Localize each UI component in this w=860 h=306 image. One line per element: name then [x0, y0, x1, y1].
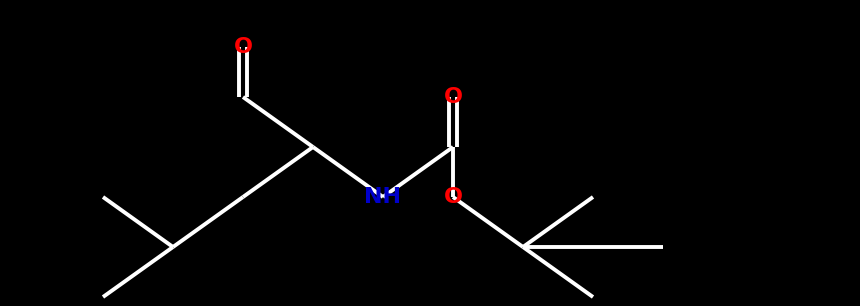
Text: O: O: [234, 37, 253, 57]
Text: O: O: [444, 187, 463, 207]
Text: O: O: [444, 87, 463, 107]
Text: NH: NH: [365, 187, 402, 207]
